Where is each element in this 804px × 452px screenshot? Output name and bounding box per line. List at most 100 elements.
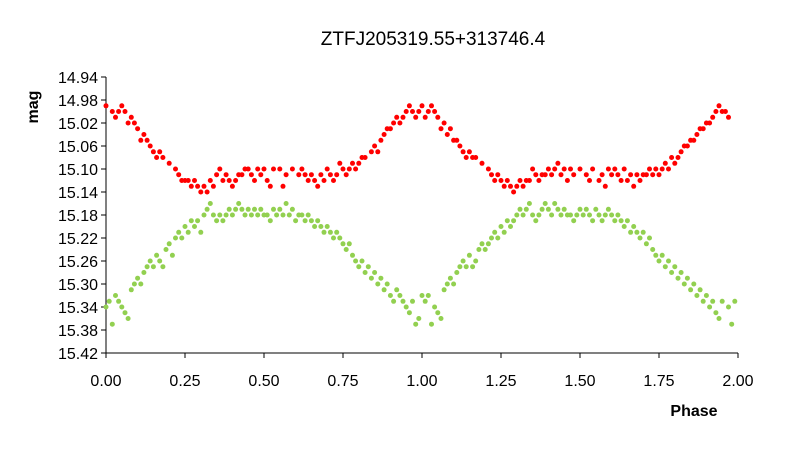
green-data-point: [378, 275, 384, 281]
red-data-point: [492, 178, 498, 183]
red-data-point: [220, 178, 226, 183]
y-tick-label: 15.38: [58, 323, 98, 340]
red-data-point: [400, 114, 406, 120]
red-data-point: [549, 172, 555, 178]
green-data-point: [169, 252, 175, 258]
red-data-point: [441, 120, 447, 126]
green-data-point: [457, 264, 463, 270]
green-data-point: [176, 229, 182, 235]
red-data-point: [571, 172, 577, 178]
green-data-point: [280, 212, 286, 218]
red-data-point: [198, 189, 204, 195]
green-data-point: [542, 201, 548, 206]
green-data-point: [482, 247, 488, 252]
green-data-point: [217, 212, 223, 218]
red-data-point: [334, 172, 340, 178]
red-data-point: [201, 183, 207, 189]
green-data-point: [264, 212, 270, 218]
red-data-point: [353, 166, 359, 172]
x-tick-label: 1.50: [564, 373, 595, 390]
x-tick-label: 0.75: [327, 373, 358, 390]
green-data-point: [425, 293, 431, 298]
green-data-point: [277, 206, 283, 212]
green-data-point: [498, 224, 504, 229]
green-data-point: [207, 201, 213, 206]
green-data-point: [387, 293, 393, 298]
red-data-point: [346, 166, 352, 172]
green-data-point: [593, 206, 599, 212]
green-data-point: [605, 206, 611, 212]
red-data-point: [564, 178, 570, 183]
red-data-point: [154, 155, 160, 160]
plot-area: 14.94 14.98 15.02 15.06 15.10 15.14 15.18 15.22…: [58, 70, 754, 390]
red-data-point: [144, 137, 150, 143]
green-data-point: [441, 287, 447, 293]
red-data-point: [628, 172, 634, 178]
green-data-point: [612, 218, 618, 224]
red-data-point: [438, 126, 444, 132]
red-data-point: [561, 166, 567, 172]
green-data-point: [239, 206, 245, 212]
x-tick-label: 0.50: [248, 373, 279, 390]
green-data-point: [233, 206, 239, 212]
green-data-point: [514, 212, 520, 218]
red-data-point: [305, 178, 311, 183]
green-data-point: [157, 258, 163, 264]
red-data-point: [406, 103, 412, 109]
green-data-point: [454, 270, 460, 275]
red-data-point: [280, 183, 286, 189]
green-data-point: [549, 212, 555, 218]
green-data-point: [305, 212, 311, 218]
red-data-point: [590, 166, 596, 172]
red-data-point: [135, 126, 141, 132]
green-data-point: [318, 224, 324, 229]
red-data-point: [716, 103, 722, 109]
green-data-point: [536, 212, 542, 218]
red-data-point: [650, 172, 656, 178]
green-data-point: [451, 281, 457, 287]
red-data-point: [289, 166, 295, 172]
red-data-point: [340, 166, 346, 172]
red-data-point: [410, 109, 415, 114]
green-data-point: [312, 224, 318, 229]
x-tick-label: 2.00: [722, 373, 753, 390]
green-data-point: [394, 287, 400, 293]
red-data-point: [678, 149, 684, 155]
red-data-point: [387, 126, 393, 132]
green-data-point: [476, 247, 482, 252]
red-data-point: [331, 178, 336, 183]
red-data-point: [479, 160, 485, 166]
green-data-point: [678, 270, 684, 275]
green-data-point: [545, 206, 551, 212]
green-data-point: [138, 281, 144, 287]
red-data-point: [498, 178, 504, 183]
green-data-point: [381, 287, 387, 293]
green-data-point: [707, 304, 713, 310]
x-tick-label: 1.00: [406, 373, 437, 390]
green-data-point: [691, 281, 697, 287]
green-data-point: [659, 252, 665, 258]
green-data-point: [267, 218, 273, 224]
red-data-point: [463, 155, 469, 160]
green-data-point: [628, 229, 634, 235]
green-data-point: [406, 310, 412, 316]
red-data-point: [612, 166, 618, 172]
green-data-point: [492, 229, 498, 235]
red-data-point: [583, 172, 589, 178]
green-data-point: [340, 241, 346, 247]
green-data-point: [308, 218, 314, 224]
green-data-point: [346, 241, 352, 247]
red-data-point: [684, 143, 690, 149]
green-data-point: [624, 218, 630, 224]
red-data-point: [397, 120, 403, 126]
green-data-point: [106, 298, 112, 304]
green-data-point: [201, 212, 207, 218]
green-data-point: [634, 229, 640, 235]
green-data-point: [602, 212, 608, 218]
green-data-point: [539, 206, 545, 212]
green-data-point: [656, 258, 662, 264]
green-data-point: [555, 206, 561, 212]
green-data-point: [473, 258, 479, 264]
red-data-point: [337, 160, 343, 166]
red-data-point: [666, 166, 671, 172]
